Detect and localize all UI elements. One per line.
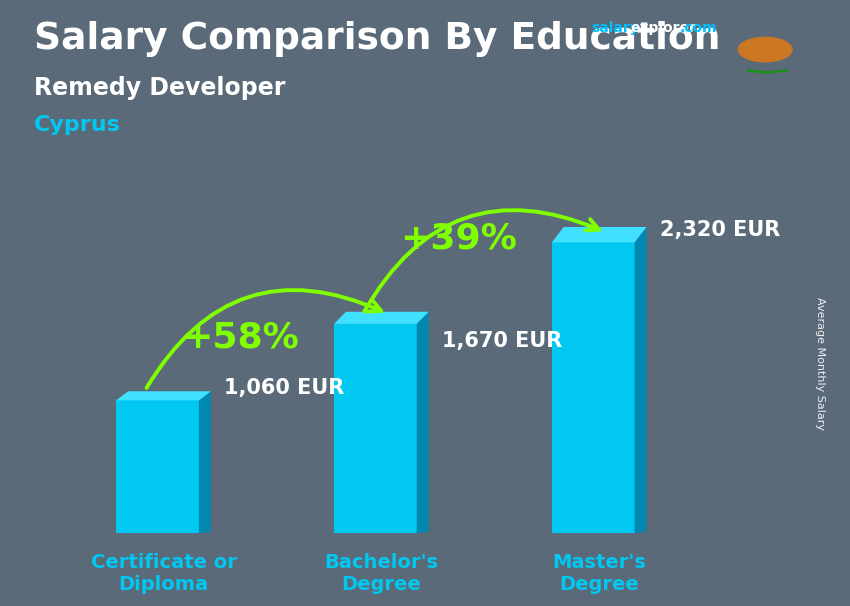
Text: Certificate or
Diploma: Certificate or Diploma xyxy=(91,553,236,594)
Text: salary: salary xyxy=(591,21,638,35)
Text: 1,060 EUR: 1,060 EUR xyxy=(224,378,344,398)
Text: 2,320 EUR: 2,320 EUR xyxy=(660,220,779,240)
Text: Master's
Degree: Master's Degree xyxy=(552,553,646,594)
Text: +58%: +58% xyxy=(182,321,298,355)
Text: Bachelor's
Degree: Bachelor's Degree xyxy=(325,553,439,594)
Polygon shape xyxy=(334,311,428,324)
Polygon shape xyxy=(416,311,428,533)
Text: Remedy Developer: Remedy Developer xyxy=(34,76,286,100)
Polygon shape xyxy=(334,324,416,533)
Polygon shape xyxy=(116,391,211,401)
Polygon shape xyxy=(552,242,634,533)
Text: Cyprus: Cyprus xyxy=(34,115,121,135)
Polygon shape xyxy=(552,227,647,242)
Polygon shape xyxy=(634,227,647,533)
Text: explorer: explorer xyxy=(631,21,697,35)
Polygon shape xyxy=(116,401,199,533)
Text: Salary Comparison By Education: Salary Comparison By Education xyxy=(34,21,720,57)
Text: .com: .com xyxy=(680,21,717,35)
Text: +39%: +39% xyxy=(400,222,517,256)
Text: 1,670 EUR: 1,670 EUR xyxy=(442,331,562,351)
Ellipse shape xyxy=(739,38,792,62)
Polygon shape xyxy=(199,391,211,533)
Text: Average Monthly Salary: Average Monthly Salary xyxy=(815,297,825,430)
